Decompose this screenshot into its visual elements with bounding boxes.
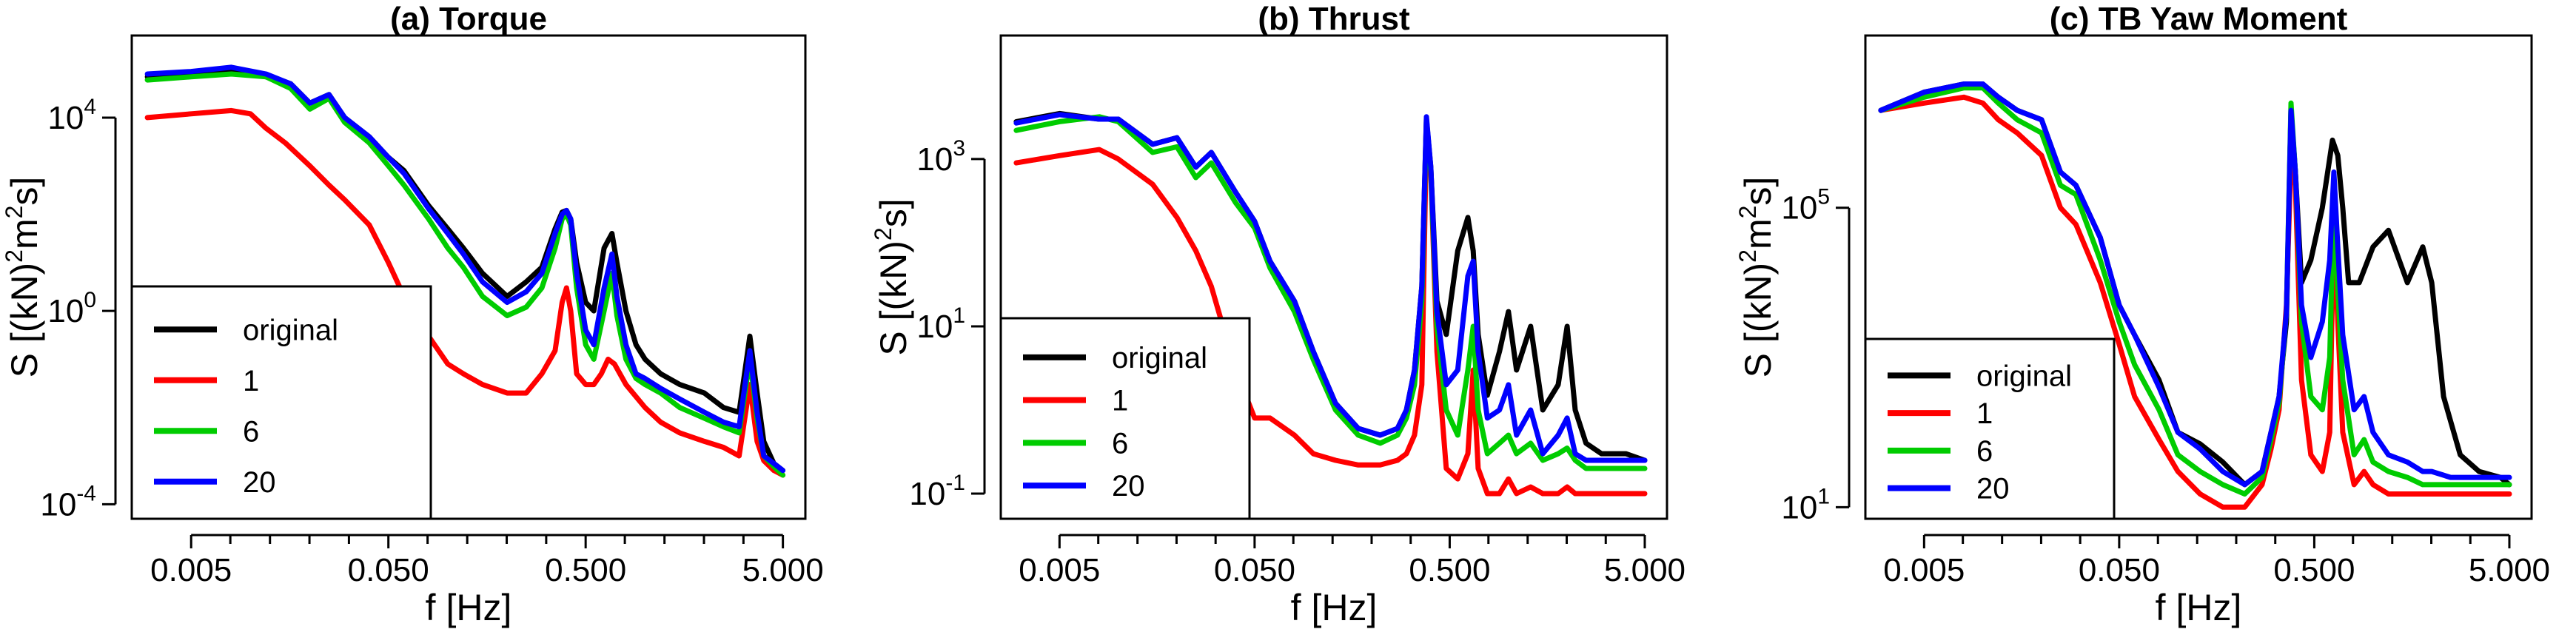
x-tick-label: 0.050: [348, 552, 429, 588]
plot-frame: [999, 34, 1668, 520]
series-group: [144, 64, 786, 478]
x-tick-label: 0.005: [150, 552, 232, 588]
legend: original 1 6 20: [999, 317, 1251, 520]
y-axis-label: S [(kN)2m2s]: [1, 177, 45, 378]
x-tick-label: 5.000: [1604, 552, 1686, 588]
x-tick-label: 0.050: [2079, 552, 2160, 588]
chart-title: (b) Thrust: [1258, 1, 1410, 37]
legend-label-original: original: [1976, 360, 2072, 392]
y-tick-label: 105: [1781, 185, 1830, 226]
legend-label-20: 20: [243, 466, 276, 499]
y-tick-label: 104: [47, 95, 96, 136]
chart-panel-2: (c) TB Yaw Moment 0.005 0.050 0.500 5.000 f […: [1734, 1, 2550, 628]
y-tick-label: 101: [1781, 484, 1830, 525]
x-tick-label: 0.500: [545, 552, 626, 588]
series-line-1: [144, 107, 786, 478]
x-tick-label: 0.500: [1409, 552, 1490, 588]
chart-title: (a) Torque: [390, 1, 547, 37]
x-axis-label: f [Hz]: [2156, 587, 2242, 628]
y-axis-label: S [(kN)2m2s]: [1734, 177, 1779, 378]
x-tick-label: 5.000: [2469, 552, 2550, 588]
y-tick-label: 10-4: [40, 481, 96, 522]
series-line-20: [1013, 112, 1648, 463]
plot-frame: [130, 34, 807, 520]
x-tick-label: 0.500: [2273, 552, 2355, 588]
legend-label-6: 6: [243, 415, 259, 448]
y-tick-label: 10-1: [909, 471, 965, 512]
y-tick-label: 100: [47, 288, 96, 329]
legend: original 1 6 20: [130, 285, 432, 520]
legend: original 1 6 20: [1864, 337, 2116, 520]
series-group: [1878, 81, 2512, 510]
x-tick-label: 0.005: [1019, 552, 1100, 588]
series-group: [1013, 110, 1648, 497]
x-axis-label: f [Hz]: [426, 587, 512, 628]
series-line-20: [144, 64, 786, 474]
x-axis-label: f [Hz]: [1291, 587, 1378, 628]
chart-title: (c) TB Yaw Moment: [2050, 1, 2348, 37]
legend-label-6: 6: [1112, 427, 1128, 460]
legend-label-20: 20: [1976, 473, 2010, 505]
y-tick-label: 101: [916, 303, 965, 345]
plot-frame: [1864, 34, 2533, 520]
legend-label-original: original: [243, 314, 338, 346]
legend-label-6: 6: [1976, 435, 1993, 468]
series-line-20: [1878, 81, 2512, 488]
legend-label-1: 1: [1976, 397, 1993, 430]
x-tick-label: 5.000: [742, 552, 824, 588]
legend-label-1: 1: [1112, 385, 1128, 417]
y-tick-label: 103: [916, 136, 965, 178]
legend-label-original: original: [1112, 342, 1207, 374]
chart-panel-0: (a) Torque 0.005 0.050 0.500 5.000 f [Hz] 104 1…: [1, 1, 824, 628]
chart-panel-1: (b) Thrust 0.005 0.050 0.500 5.000 f [Hz] 103 1…: [870, 1, 1686, 628]
x-tick-label: 0.005: [1883, 552, 1965, 588]
x-tick-label: 0.050: [1214, 552, 1295, 588]
legend-label-1: 1: [243, 365, 259, 397]
legend-label-20: 20: [1112, 470, 1145, 502]
y-axis-label: S [(kN)2s]: [870, 198, 914, 355]
